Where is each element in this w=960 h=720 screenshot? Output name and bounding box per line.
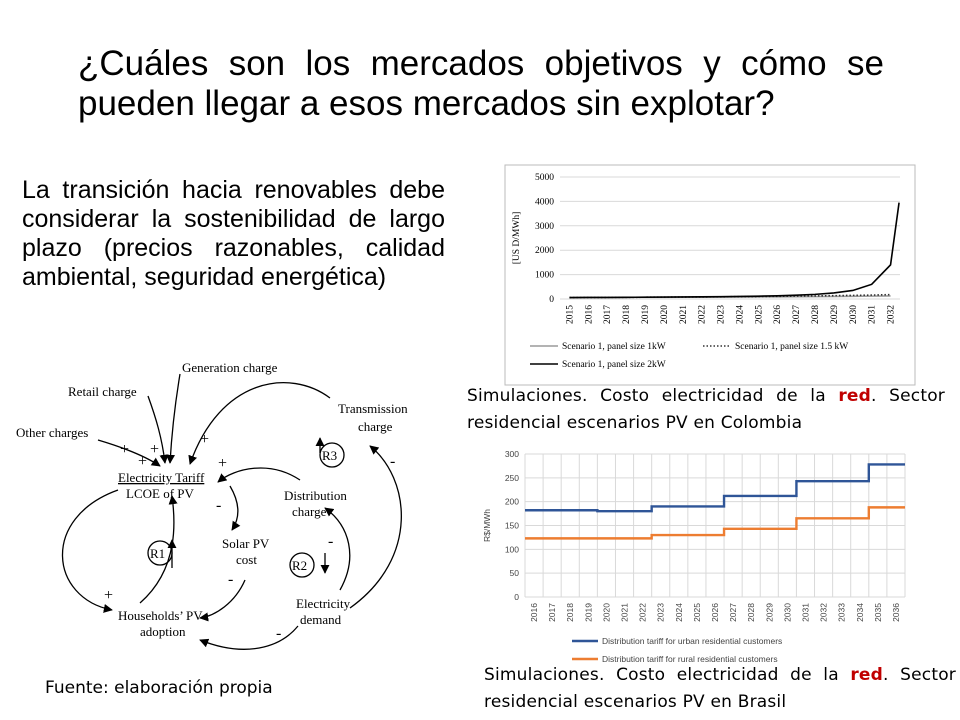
- x-tick-label: 2024: [735, 305, 745, 324]
- x-tick-label: 2016: [584, 305, 594, 324]
- x-tick-label: 2035: [873, 603, 883, 622]
- sign-plus: +: [138, 453, 147, 470]
- sign-plus: +: [218, 455, 227, 472]
- x-tick-label: 2016: [529, 603, 539, 622]
- sign-plus: +: [120, 441, 129, 458]
- sign-minus: -: [276, 625, 281, 642]
- node-electricity-demand-l2: demand: [300, 612, 342, 627]
- sign-plus: +: [104, 587, 113, 604]
- x-tick-label: 2033: [837, 603, 847, 622]
- x-tick-label: 2019: [583, 603, 593, 622]
- causal-loop-diagram: Generation charge Retail charge Other ch…: [16, 360, 408, 650]
- node-retail-charge: Retail charge: [68, 384, 137, 399]
- node-generation-charge: Generation charge: [182, 360, 278, 375]
- source-note: Fuente: elaboración propia: [45, 678, 273, 698]
- y-tick-label: 200: [505, 497, 519, 507]
- x-tick-label: 2022: [638, 603, 648, 622]
- x-tick-label: 2027: [728, 603, 738, 622]
- loop-r1: R1: [150, 546, 165, 561]
- y-tick-label: 4000: [535, 197, 554, 207]
- x-tick-label: 2030: [782, 603, 792, 622]
- x-tick-label: 2023: [717, 305, 727, 324]
- legend-entry: Scenario 1, panel size 2kW: [562, 360, 666, 370]
- sign-plus: +: [150, 441, 159, 458]
- x-tick-label: 2027: [792, 305, 802, 324]
- legend-entry: Distribution tariff for urban residentia…: [602, 636, 782, 646]
- x-tick-label: 2026: [710, 603, 720, 622]
- chart-colombia: 0 1000 2000 3000 4000 5000 2015 2016 2017 2018 201…: [504, 164, 916, 386]
- legend-entry: Scenario 1, panel size 1kW: [562, 342, 666, 352]
- x-tick-label: 2023: [656, 603, 666, 622]
- node-solar-pv-cost-l1: Solar PV: [222, 536, 270, 551]
- x-tick-label: 2029: [830, 305, 840, 324]
- x-tick-label: 2017: [603, 305, 613, 324]
- x-tick-label: 2036: [891, 603, 901, 622]
- x-tick-label: 2029: [764, 603, 774, 622]
- x-tick-label: 2022: [698, 305, 708, 324]
- sign-minus: -: [228, 571, 233, 588]
- y-tick-label: 300: [505, 449, 519, 459]
- slide-title: ¿Cuáles son los mercados objetivos y cóm…: [78, 44, 884, 123]
- y-tick-label: 150: [505, 521, 519, 531]
- legend-entry: Distribution tariff for rural residentia…: [602, 654, 778, 664]
- y-tick-label: 100: [505, 544, 519, 554]
- x-tick-label: 2028: [746, 603, 756, 622]
- y-tick-label: 2000: [535, 246, 554, 256]
- x-tick-label: 2026: [773, 305, 783, 324]
- x-tick-label: 2028: [811, 305, 821, 324]
- loop-r2: R2: [292, 558, 307, 573]
- series-line: [569, 202, 900, 299]
- node-transmission-charge-l2: charge: [358, 419, 393, 434]
- sign-minus: -: [328, 533, 333, 550]
- x-tick-label: 2034: [855, 603, 865, 622]
- y-tick-label: 0: [549, 295, 554, 305]
- x-tick-label: 2021: [620, 603, 630, 622]
- node-electricity-tariff-l2: LCOE of PV: [126, 486, 195, 501]
- x-tick-label: 2019: [641, 305, 651, 324]
- x-tick-label: 2025: [754, 305, 764, 324]
- x-tick-label: 2015: [565, 305, 575, 324]
- caption-brasil: Simulaciones. Costo electricidad de la r…: [484, 665, 957, 712]
- y-tick-label: 0: [514, 592, 519, 602]
- y-tick-label: 5000: [535, 173, 554, 183]
- intro-text: La transición hacia renovables debe cons…: [22, 176, 445, 291]
- node-households-pv-adoption-l1: Households’ PV: [118, 608, 203, 623]
- y-tick-label: 3000: [535, 222, 554, 232]
- y-tick-label: 50: [510, 568, 520, 578]
- node-distribution-charge-l2: charge: [292, 504, 327, 519]
- series-line: [525, 506, 905, 540]
- x-tick-label: 2032: [819, 603, 829, 622]
- x-tick-label: 2025: [692, 603, 702, 622]
- sign-minus: -: [390, 453, 395, 470]
- sign-plus: +: [200, 431, 209, 448]
- node-solar-pv-cost-l2: cost: [236, 552, 257, 567]
- x-tick-label: 2021: [679, 305, 689, 324]
- y-axis-label: [US D/MWh]: [512, 212, 522, 265]
- x-tick-label: 2020: [601, 603, 611, 622]
- x-tick-label: 2018: [565, 603, 575, 622]
- x-tick-label: 2031: [868, 305, 878, 324]
- x-tick-label: 2017: [547, 603, 557, 622]
- x-tick-label: 2032: [887, 305, 897, 324]
- node-electricity-demand-l1: Electricity: [296, 596, 351, 611]
- caption-colombia: Simulaciones. Costo electricidad de la r…: [467, 386, 946, 433]
- y-axis-label: R$/MWh: [482, 509, 492, 542]
- y-tick-label: 1000: [535, 271, 554, 281]
- y-tick-label: 250: [505, 473, 519, 483]
- node-other-charges: Other charges: [16, 425, 88, 440]
- x-tick-label: 2031: [800, 603, 810, 622]
- node-households-pv-adoption-l2: adoption: [140, 624, 186, 639]
- sign-minus: -: [216, 497, 221, 514]
- node-transmission-charge-l1: Transmission: [338, 401, 408, 416]
- x-tick-label: 2020: [660, 305, 670, 324]
- series-line: [525, 463, 905, 513]
- x-tick-label: 2024: [674, 603, 684, 622]
- x-tick-label: 2030: [849, 305, 859, 324]
- chart-brasil: 0 50 100 150 200 250 300 2016 2017 2018 2019 2020 20…: [480, 440, 910, 670]
- node-electricity-tariff-l1: Electricity Tariff: [118, 470, 205, 485]
- loop-r3: R3: [322, 448, 337, 463]
- legend-entry: Scenario 1, panel size 1.5 kW: [735, 342, 848, 352]
- node-distribution-charge-l1: Distribution: [284, 488, 347, 503]
- x-tick-label: 2018: [622, 305, 632, 324]
